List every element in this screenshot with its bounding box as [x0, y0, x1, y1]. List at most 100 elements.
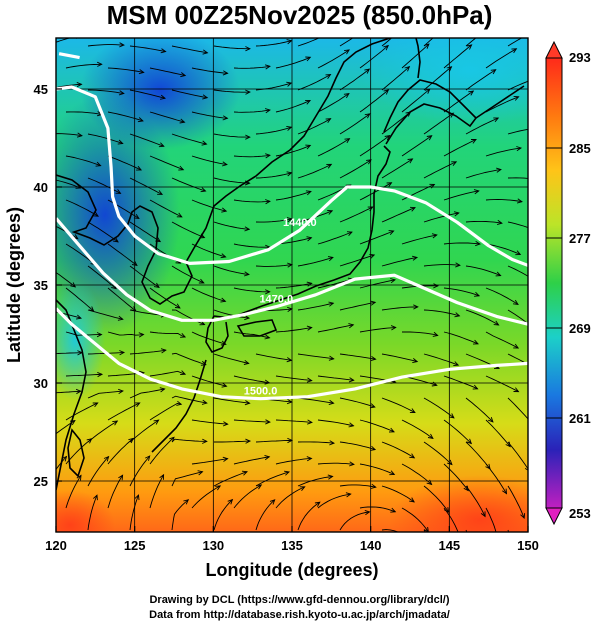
streamline-arrowhead: [346, 231, 353, 237]
streamline-arrowhead: [245, 134, 251, 140]
streamline: [213, 221, 250, 230]
streamline-arrowhead: [227, 498, 234, 505]
x-tick-label: 125: [124, 538, 146, 553]
streamline-arrowhead: [473, 189, 480, 195]
streamline: [275, 237, 312, 245]
contour-label: 1500.0: [244, 386, 278, 398]
streamline-arrowhead: [138, 69, 145, 75]
streamline-arrowhead: [472, 339, 479, 345]
colorbar-bottom-arrow: [545, 507, 563, 526]
streamline-arrowhead: [96, 332, 103, 338]
streamline-arrowhead: [180, 333, 187, 338]
streamline-arrowhead: [389, 470, 396, 476]
streamline: [339, 353, 376, 360]
streamline-arrowhead: [532, 326, 537, 331]
streamline: [87, 309, 123, 320]
streamline-arrowhead: [475, 241, 481, 247]
streamline: [255, 499, 276, 531]
streamline: [65, 199, 99, 217]
streamline: [381, 397, 416, 413]
y-tick-label: 35: [34, 278, 48, 293]
streamline: [107, 287, 137, 312]
streamline-arrowhead: [137, 117, 144, 123]
streamline: [214, 440, 251, 443]
coastline-kurils: [475, 85, 525, 119]
streamline-arrowhead: [327, 210, 334, 215]
streamline: [275, 486, 305, 509]
streamline-arrowhead: [408, 540, 412, 545]
streamline: [275, 375, 312, 382]
streamline: [65, 287, 94, 312]
streamline-arrowhead: [134, 494, 140, 501]
colorbar-gradient: [545, 57, 563, 509]
streamline-arrowhead: [201, 399, 208, 405]
streamline-arrowhead: [244, 226, 251, 232]
streamline: [339, 113, 371, 135]
streamline: [233, 456, 270, 465]
streamline-arrowhead: [245, 89, 251, 95]
contour-line: [56, 85, 528, 267]
streamline: [213, 45, 250, 50]
streamline: [107, 243, 138, 266]
streamline: [213, 397, 250, 404]
y-axis: 25 30 35 40 45: [34, 82, 62, 489]
streamline: [339, 68, 370, 91]
streamline-arrowhead: [307, 419, 313, 425]
streamline-arrowhead: [537, 230, 542, 234]
streamline-arrowhead: [306, 236, 313, 242]
streamline: [233, 331, 270, 339]
streamline: [317, 462, 354, 465]
streamline: [87, 44, 124, 47]
streamline-arrowhead: [180, 370, 187, 376]
coastline-shikoku: [236, 319, 278, 337]
streamline-arrowhead: [113, 237, 119, 243]
streamline: [255, 471, 290, 487]
streamline-arrowhead: [427, 433, 434, 440]
streamline: [317, 93, 350, 113]
streamline-arrowhead: [222, 70, 229, 76]
streamline-arrowhead: [426, 135, 433, 141]
streamline: [46, 495, 55, 530]
streamline: [129, 349, 166, 355]
streamline: [317, 419, 354, 427]
streamline: [507, 485, 525, 519]
streamline-arrowhead: [390, 278, 396, 284]
streamline: [485, 147, 522, 157]
streamline: [56, 390, 81, 394]
streamline-arrowhead: [221, 161, 228, 167]
streamline-arrowhead: [220, 297, 227, 303]
streamline-arrowhead: [160, 348, 167, 354]
streamline-arrowhead: [222, 421, 229, 427]
streamline: [107, 67, 144, 73]
streamline-arrowhead: [70, 282, 77, 288]
streamline: [191, 243, 226, 258]
streamline: [107, 474, 123, 509]
streamline-arrowhead: [286, 125, 293, 131]
streamline-arrowhead: [343, 93, 350, 99]
streamline-arrowhead: [264, 334, 271, 340]
streamline-arrowhead: [468, 90, 475, 96]
streamline: [443, 507, 459, 532]
streamline-arrowhead: [76, 132, 83, 138]
streamline: [275, 419, 312, 423]
streamline: [443, 463, 469, 491]
streamline-arrowhead: [245, 46, 251, 52]
streamline-arrowhead: [370, 356, 377, 362]
streamline-arrowhead: [202, 49, 209, 55]
streamline: [381, 38, 393, 47]
streamline: [507, 221, 528, 229]
streamline: [381, 485, 415, 503]
streamline-arrowhead: [265, 153, 271, 159]
streamline: [255, 218, 292, 223]
streamline-arrowhead: [286, 357, 293, 363]
streamline: [275, 190, 312, 201]
wind-streamlines: [46, 38, 542, 545]
streamline: [56, 420, 76, 435]
streamline-arrowhead: [446, 66, 453, 72]
streamline: [465, 485, 486, 517]
streamline-arrowhead: [493, 320, 500, 326]
streamline: [297, 38, 320, 47]
streamline-arrowhead: [160, 48, 167, 54]
streamline: [381, 306, 418, 311]
streamline-arrowhead: [348, 377, 355, 383]
